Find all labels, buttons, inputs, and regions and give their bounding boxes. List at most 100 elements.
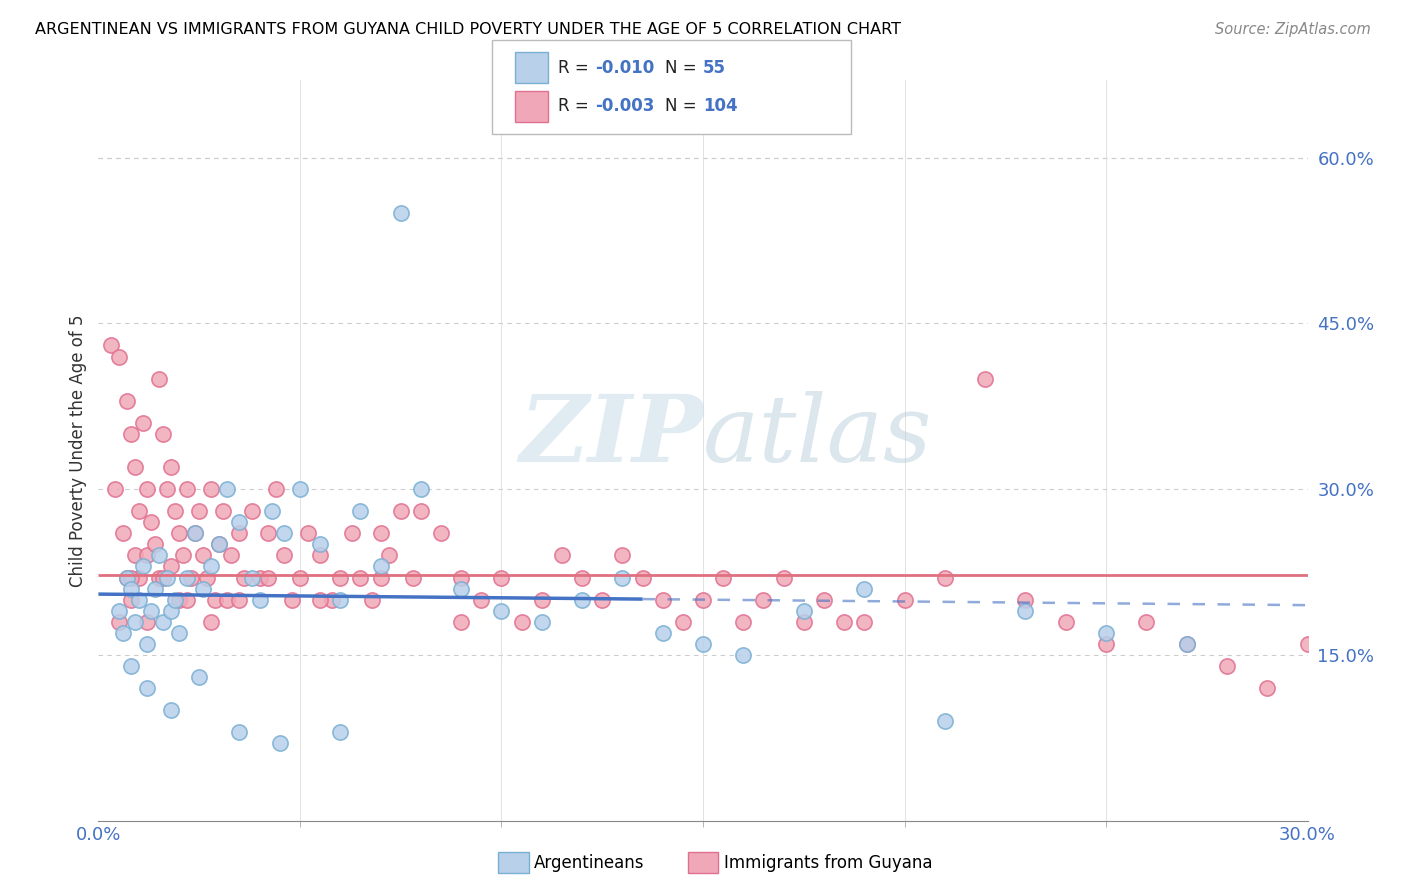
Point — [135, 482, 157, 496]
Point — [349, 570, 371, 584]
Point — [240, 570, 263, 584]
Point — [176, 592, 198, 607]
Point — [232, 570, 254, 584]
Point — [228, 516, 250, 530]
Point — [152, 615, 174, 629]
Point — [281, 592, 304, 607]
Point — [176, 482, 198, 496]
Point — [188, 504, 211, 518]
Point — [321, 592, 343, 607]
Point — [188, 670, 211, 684]
Point — [176, 570, 198, 584]
Point — [288, 570, 311, 584]
Point — [491, 604, 513, 618]
Point — [228, 725, 250, 739]
Point — [571, 570, 593, 584]
Point — [111, 625, 134, 640]
Point — [152, 426, 174, 441]
Point — [163, 592, 186, 607]
Point — [450, 570, 472, 584]
Point — [160, 559, 183, 574]
Point — [377, 549, 399, 563]
Point — [228, 592, 250, 607]
Point — [167, 526, 190, 541]
Point — [1095, 625, 1118, 640]
Point — [510, 615, 533, 629]
Point — [115, 393, 138, 408]
Point — [1175, 637, 1198, 651]
Point — [120, 570, 142, 584]
Point — [217, 482, 239, 496]
Point — [297, 526, 319, 541]
Point — [733, 615, 755, 629]
Point — [135, 549, 157, 563]
Point — [180, 570, 202, 584]
Point — [329, 592, 352, 607]
Point — [264, 482, 287, 496]
Point — [100, 338, 122, 352]
Point — [934, 570, 956, 584]
Point — [1095, 637, 1118, 651]
Point — [430, 526, 453, 541]
Point — [208, 537, 231, 551]
Point — [1014, 592, 1036, 607]
Point — [329, 570, 352, 584]
Point — [103, 482, 125, 496]
Point — [128, 504, 150, 518]
Point — [530, 592, 553, 607]
Point — [269, 736, 291, 750]
Point — [1135, 615, 1157, 629]
Point — [167, 625, 190, 640]
Point — [342, 526, 364, 541]
Point — [240, 504, 263, 518]
Point — [571, 592, 593, 607]
Point — [249, 570, 271, 584]
Point — [249, 592, 271, 607]
Point — [160, 460, 183, 475]
Point — [212, 504, 235, 518]
Point — [107, 615, 129, 629]
Point — [1014, 604, 1036, 618]
Point — [752, 592, 775, 607]
Point — [530, 615, 553, 629]
Point — [450, 615, 472, 629]
Point — [208, 537, 231, 551]
Text: -0.010: -0.010 — [595, 60, 654, 78]
Point — [107, 350, 129, 364]
Point — [200, 559, 222, 574]
Point — [793, 604, 815, 618]
Point — [167, 592, 190, 607]
Point — [132, 416, 155, 430]
Point — [772, 570, 794, 584]
Point — [288, 482, 311, 496]
Point — [491, 570, 513, 584]
Point — [132, 559, 155, 574]
Point — [402, 570, 425, 584]
Point — [228, 526, 250, 541]
Point — [256, 526, 278, 541]
Point — [139, 516, 162, 530]
Point — [135, 637, 157, 651]
Point — [450, 582, 472, 596]
Point — [172, 549, 194, 563]
Point — [143, 537, 166, 551]
Point — [273, 526, 295, 541]
Text: R =: R = — [558, 96, 595, 114]
Point — [184, 526, 207, 541]
Point — [120, 592, 142, 607]
Point — [1175, 637, 1198, 651]
Point — [139, 604, 162, 618]
Point — [193, 582, 215, 596]
Point — [692, 592, 714, 607]
Point — [124, 615, 146, 629]
Text: ARGENTINEAN VS IMMIGRANTS FROM GUYANA CHILD POVERTY UNDER THE AGE OF 5 CORRELATI: ARGENTINEAN VS IMMIGRANTS FROM GUYANA CH… — [35, 22, 901, 37]
Point — [853, 582, 876, 596]
Point — [124, 460, 146, 475]
Point — [631, 570, 654, 584]
Point — [329, 725, 352, 739]
Point — [156, 482, 179, 496]
Point — [135, 681, 157, 695]
Point — [470, 592, 492, 607]
Point — [793, 615, 815, 629]
Text: N =: N = — [665, 96, 702, 114]
